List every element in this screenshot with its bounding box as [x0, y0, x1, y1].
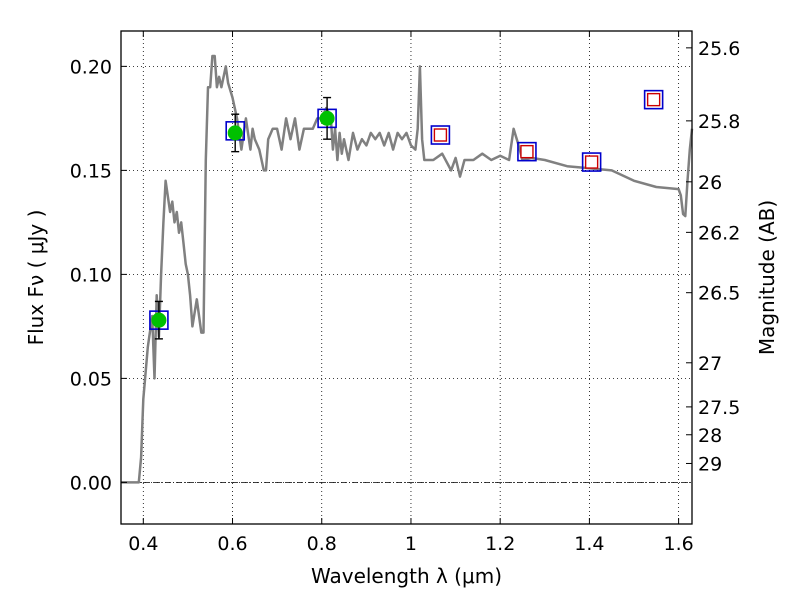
y-tick-label: 0.20: [70, 56, 112, 78]
grid: [121, 31, 692, 524]
x-tick-label: 1.6: [664, 533, 694, 555]
upper-limit-marker: [584, 155, 599, 169]
mag-tick-label: 26.5: [698, 283, 740, 305]
mag-tick-label: 28: [698, 425, 722, 447]
x-tick-label: 1: [405, 533, 417, 555]
upper-limit-marker: [433, 128, 448, 142]
x-tick-label: 0.8: [307, 533, 337, 555]
plot-frame: [120, 30, 693, 525]
model-photometry-square: [581, 152, 602, 172]
y2-axis-label: Magnitude (AB): [755, 200, 779, 355]
observed-point: [319, 110, 335, 126]
model-spectrum-layer: [121, 54, 694, 484]
model-photometry-square: [517, 141, 537, 162]
mag-tick-label: 25.6: [698, 38, 740, 60]
y-tick-label: 0.05: [70, 368, 112, 390]
model-spectrum-line: [121, 54, 694, 484]
x-tick-label: 1.2: [485, 533, 515, 555]
upper-limit-marker: [520, 144, 534, 159]
x-axis-label: Wavelength λ (μm): [311, 564, 502, 588]
model-photometry-square: [643, 89, 664, 110]
x-tick-label: 0.4: [128, 533, 158, 555]
y-axis-label: Flux Fν ( μJy ): [24, 210, 48, 346]
upper-limit-marker: [646, 92, 661, 107]
mag-tick-label: 25.8: [698, 111, 740, 133]
mag-tick-label: 29: [698, 453, 722, 475]
observed-point: [151, 312, 167, 328]
axes-ticks: 0.4 0.6 0.8 1 1.2 1.4 1.6 0.00 0.05 0.10 0.15 0.20 2…: [70, 31, 740, 555]
x-tick-label: 0.6: [217, 533, 247, 555]
model-photometry-square: [430, 125, 451, 145]
y-tick-label: 0.00: [70, 472, 112, 494]
observed-point: [227, 125, 243, 141]
mag-tick-label: 27.5: [698, 397, 740, 419]
y-tick-label: 0.10: [70, 264, 112, 286]
photometry-layer: [149, 89, 664, 340]
y-tick-label: 0.15: [70, 160, 112, 182]
mag-tick-label: 27: [698, 353, 722, 375]
x-tick-label: 1.4: [574, 533, 604, 555]
mag-tick-label: 26.2: [698, 222, 740, 244]
mag-tick-label: 26: [698, 172, 722, 194]
